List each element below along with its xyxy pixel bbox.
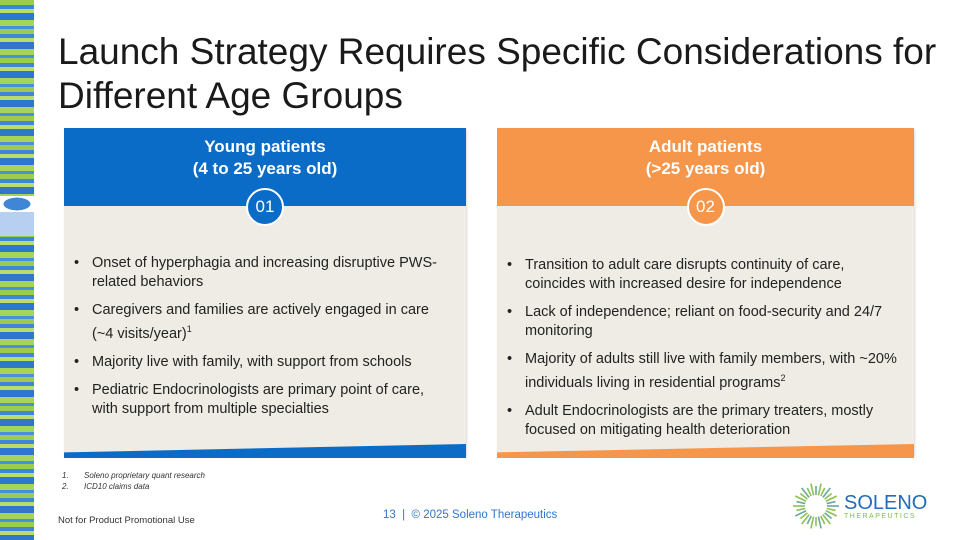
list-item: Transition to adult care disrupts contin… [507,256,900,294]
logo-name: SOLENO [844,491,928,514]
bullet-list: Onset of hyperphagia and increasing disr… [64,254,466,419]
list-item: Caregivers and families are actively eng… [74,301,452,344]
footnote: 1. Soleno proprietary quant research [62,471,205,480]
logo-tagline: THERAPEUTICS [844,512,917,520]
company-logo: SOLENO THERAPEUTICS [792,482,927,530]
slide-title: Launch Strategy Requires Specific Consid… [58,31,937,116]
list-item: Pediatric Endocrinologists are primary p… [74,381,452,419]
bullet-list: Transition to adult care disrupts contin… [497,256,914,440]
page-footer: 13 | © 2025 Soleno Therapeutics [383,509,558,521]
list-item: Majority of adults still live with famil… [507,350,900,393]
panel-header: Adult patients (>25 years old) [497,128,914,206]
decorative-chromosome-stripe [0,0,34,540]
number-badge: 01 [246,188,284,226]
panel-subheading: (>25 years old) [645,159,766,178]
list-item: Majority live with family, with support … [74,353,452,372]
panel-adult-patients: Adult patients (>25 years old) 02 Transi… [497,128,914,458]
list-item: Adult Endocrinologists are the primary t… [507,402,900,440]
panel-young-patients: Young patients (4 to 25 years old) 01 On… [64,128,466,458]
list-item: Lack of independence; reliant on food-se… [507,303,900,341]
list-item: Onset of hyperphagia and increasing disr… [74,254,452,292]
panel-heading: Young patients [204,137,326,156]
sunburst-logo-icon [793,483,839,529]
accent-bar [497,444,914,458]
accent-bar [64,444,466,458]
footnote: 2. ICD10 claims data [62,482,150,491]
number-badge: 02 [686,188,725,226]
panel-subheading: (4 to 25 years old) [192,159,338,178]
panel-heading: Adult patients [648,137,763,156]
disclaimer: Not for Product Promotional Use [58,515,195,526]
footnotes: 1. Soleno proprietary quant research 2. IC… [62,470,205,492]
